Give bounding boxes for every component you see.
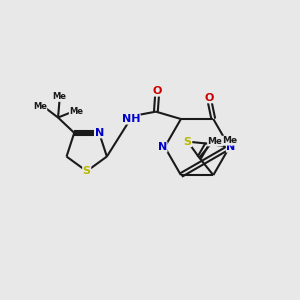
Text: Me: Me [69,107,83,116]
Text: S: S [83,166,91,176]
Text: Me: Me [222,136,237,145]
Text: O: O [204,93,214,103]
Text: O: O [153,86,162,96]
Text: Me: Me [208,137,223,146]
Text: NH: NH [122,114,140,124]
Text: Me: Me [33,102,47,111]
Text: N: N [226,142,236,152]
Text: N: N [94,128,104,138]
Text: Me: Me [52,92,67,101]
Text: N: N [158,142,167,152]
Text: S: S [184,136,192,147]
